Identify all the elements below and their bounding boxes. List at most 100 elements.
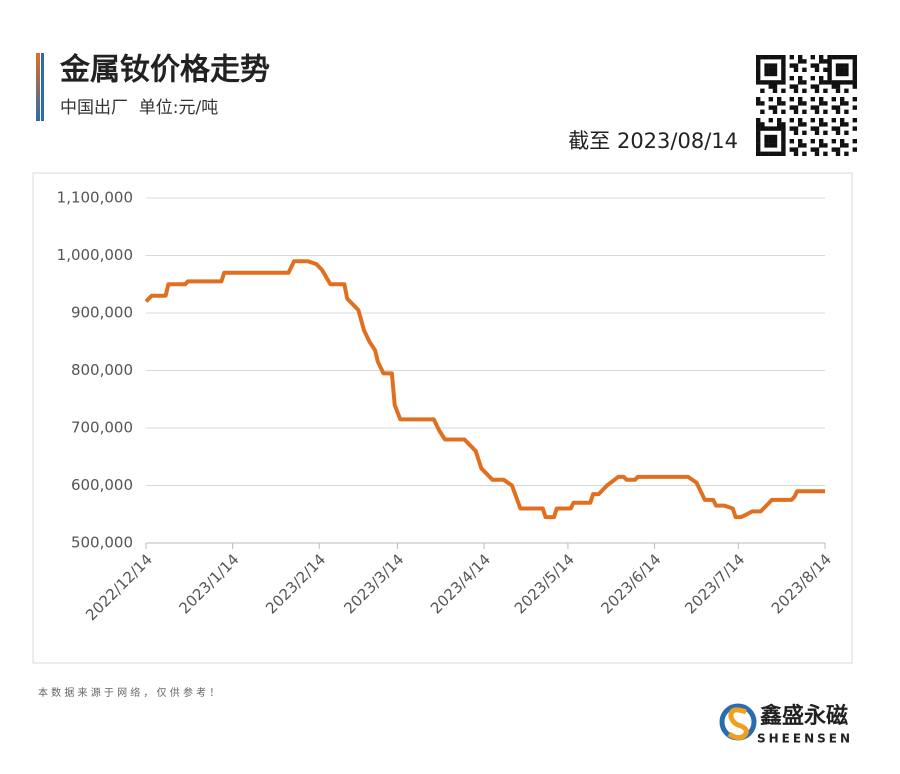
- qr-cell: [823, 88, 828, 93]
- qr-cell: [835, 63, 841, 68]
- qr-cell: [777, 97, 782, 102]
- qr-cell: [764, 80, 769, 85]
- qr-cell: [852, 63, 857, 68]
- qr-cell: [823, 67, 828, 72]
- qr-cell: [768, 105, 773, 110]
- qr-cell: [810, 139, 815, 144]
- qr-cell: [781, 130, 786, 135]
- qr-cell: [756, 59, 761, 64]
- x-tick-label: 2023/5/14: [511, 550, 578, 617]
- qr-cell: [831, 139, 836, 144]
- qr-cell: [789, 97, 794, 102]
- qr-cell: [798, 59, 803, 64]
- qr-cell: [840, 101, 845, 106]
- qr-cell: [756, 122, 761, 127]
- x-tick-label: 2023/3/14: [340, 550, 407, 617]
- qr-cell: [840, 71, 845, 77]
- qr-cell: [764, 55, 769, 60]
- qr-cell: [793, 88, 799, 93]
- qr-cell: [760, 126, 765, 131]
- qr-cell: [781, 76, 786, 81]
- qr-cell: [760, 88, 765, 93]
- qr-cell: [823, 151, 828, 156]
- y-tick-label: 700,000: [71, 419, 133, 437]
- qr-cell: [827, 67, 832, 72]
- qr-cell: [852, 105, 857, 110]
- qr-cell: [781, 122, 786, 127]
- qr-cell: [764, 126, 769, 131]
- qr-cell: [768, 71, 773, 77]
- qr-cell: [768, 97, 773, 102]
- qr-cell: [840, 143, 845, 148]
- qr-cell: [760, 151, 765, 156]
- qr-cell: [802, 143, 807, 148]
- qr-cell: [756, 76, 761, 81]
- qr-cell: [823, 109, 828, 114]
- qr-cell: [810, 105, 815, 110]
- qr-cell: [819, 101, 824, 106]
- qr-cell: [781, 88, 786, 93]
- qr-cell: [756, 126, 761, 131]
- plot: 500,000 600,000 700,000 800,000 900,000 1,000…: [57, 189, 835, 625]
- qr-cell: [835, 151, 841, 156]
- qr-cell: [781, 109, 786, 114]
- qr-cell: [772, 139, 778, 144]
- qr-cell: [802, 88, 807, 93]
- qr-cell: [789, 76, 794, 81]
- qr-cell: [764, 139, 769, 144]
- qr-cell: [768, 80, 773, 85]
- qr-cell: [852, 118, 857, 123]
- qr-cell: [781, 55, 786, 60]
- qr-cell: [844, 80, 849, 85]
- qr-cell: [840, 118, 845, 123]
- qr-cell: [798, 55, 803, 60]
- qr-cell: [793, 67, 799, 72]
- qr-cell: [781, 80, 786, 85]
- qr-cell: [835, 71, 841, 77]
- qr-cell: [819, 80, 824, 85]
- qr-cell: [781, 143, 786, 148]
- qr-cell: [781, 63, 786, 68]
- qr-cell: [789, 139, 794, 144]
- qr-cell: [777, 122, 782, 127]
- qr-cell: [760, 55, 765, 60]
- qr-cell: [827, 71, 832, 77]
- qr-cell: [772, 67, 778, 72]
- qr-cell: [793, 151, 799, 156]
- qr-cell: [772, 105, 778, 110]
- qr-cell: [756, 67, 761, 72]
- qr-cell: [844, 101, 849, 106]
- qr-cell: [827, 63, 832, 68]
- logo: 鑫盛永磁 SHEENSEN: [719, 703, 850, 746]
- qr-cell: [844, 130, 849, 135]
- qr-cell: [852, 80, 857, 85]
- qr-cell: [764, 63, 769, 68]
- qr-cell: [844, 63, 849, 68]
- qr-cell: [835, 126, 841, 131]
- qr-cell: [835, 109, 841, 114]
- qr-cell: [831, 105, 836, 110]
- qr-cell: [756, 97, 761, 102]
- qr-cell: [772, 63, 778, 68]
- y-tick-label: 600,000: [71, 476, 133, 494]
- qr-cell: [777, 126, 782, 131]
- qr-cell: [831, 126, 836, 131]
- qr-cell: [819, 97, 824, 102]
- qr-cell: [852, 59, 857, 64]
- qr-cell: [840, 139, 845, 144]
- qr-cell: [814, 105, 820, 110]
- qr-cell: [831, 97, 836, 102]
- qr-cell: [768, 63, 773, 68]
- qr-cell: [764, 71, 769, 77]
- y-tick-label: 1,100,000: [57, 189, 133, 207]
- qr-cell: [798, 101, 803, 106]
- qr-cell: [798, 139, 803, 144]
- qr-cell: [789, 126, 794, 131]
- qr-cell: [768, 139, 773, 144]
- qr-cell: [852, 55, 857, 60]
- qr-cell: [848, 55, 853, 60]
- x-tick-label: 2023/1/14: [176, 550, 243, 617]
- x-tick-label: 2023/2/14: [262, 550, 329, 617]
- qr-cell: [781, 59, 786, 64]
